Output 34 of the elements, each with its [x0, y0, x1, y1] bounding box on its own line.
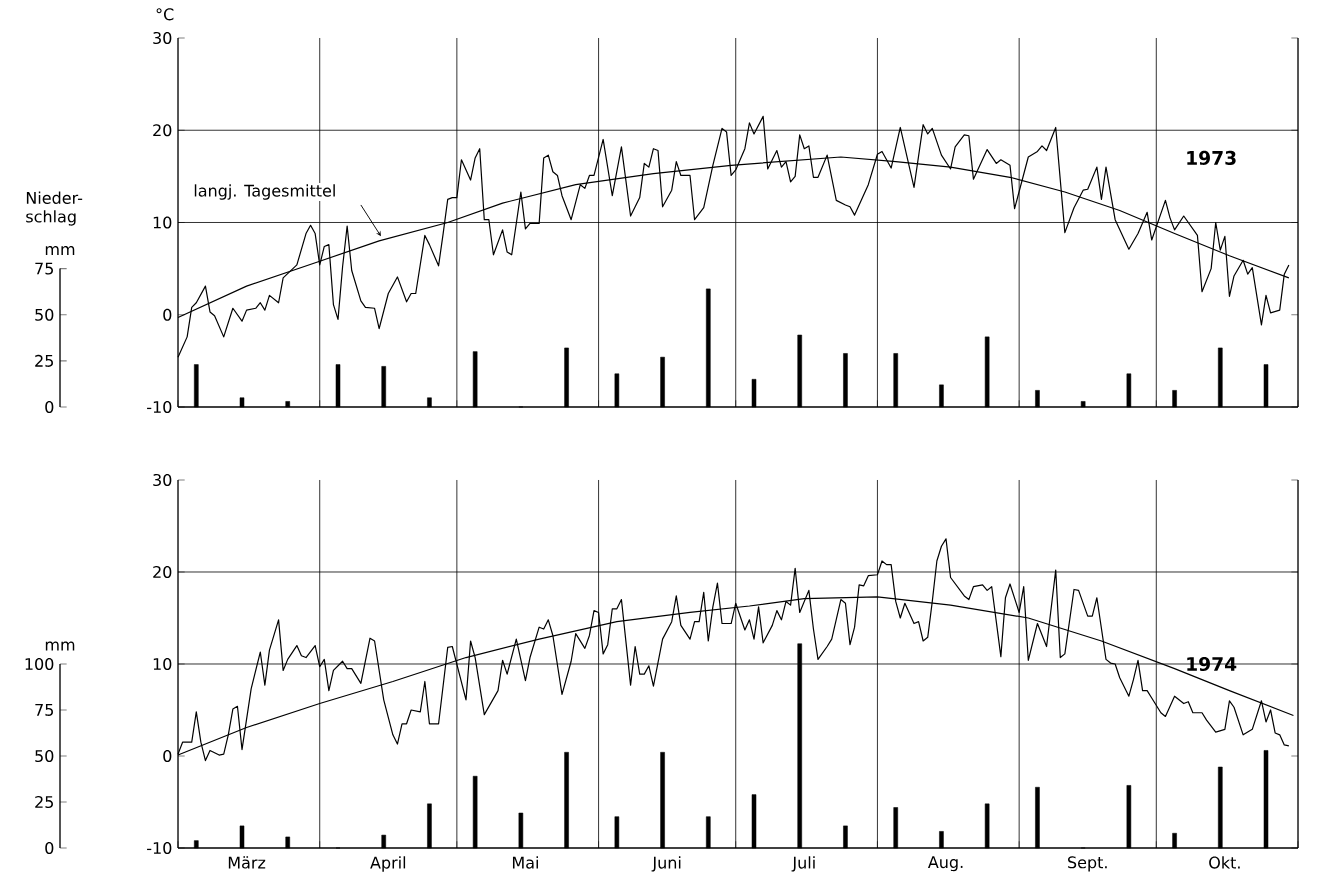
y-tick-label: 30 [153, 473, 172, 487]
text: Nieder-schlag [26, 191, 83, 226]
y2-tick-label: 50 [35, 749, 54, 763]
y-tick-label: 20 [153, 565, 172, 579]
y2-axis-title: mm [45, 641, 75, 651]
y2-tick-label: 100 [25, 657, 54, 671]
y-tick-label: 30 [153, 31, 172, 45]
x-tick-label: Mai [512, 856, 538, 869]
y-tick-label: 20 [153, 124, 172, 137]
y-tick-label: 10 [153, 216, 172, 229]
y2-tick-label: 25 [35, 795, 53, 809]
x-tick-label: Okt. [1209, 856, 1240, 869]
y-tick-label: -10 [147, 400, 172, 414]
text: 1973 [1187, 150, 1236, 165]
y2-tick-label: 75 [35, 262, 53, 275]
x-tick-label: Sept. [1068, 856, 1107, 872]
y2-tick-label: 0 [45, 841, 54, 855]
x-tick-label: Aug. [927, 856, 963, 872]
y-tick-label: 0 [163, 749, 172, 763]
y2-tick-label: 75 [35, 704, 53, 716]
y-tick-label: -10 [147, 841, 172, 855]
x-tick-label: März [228, 856, 266, 869]
y2-tick-label: 25 [35, 354, 53, 367]
x-tick-label: April [370, 856, 406, 872]
x-tick-label: Juni [651, 856, 681, 872]
text: 1974 [1187, 656, 1237, 672]
y2-axis-title: mm [45, 246, 75, 256]
y-tick-label: 0 [163, 308, 172, 321]
y2-tick-label: 0 [45, 400, 54, 414]
text: langj. Tagesmittel [194, 184, 335, 200]
y-tick-label: 10 [153, 657, 172, 671]
y2-tick-label: 50 [35, 308, 54, 321]
x-tick-label: Juli [791, 856, 815, 872]
y-axis-title: °C [156, 8, 174, 21]
